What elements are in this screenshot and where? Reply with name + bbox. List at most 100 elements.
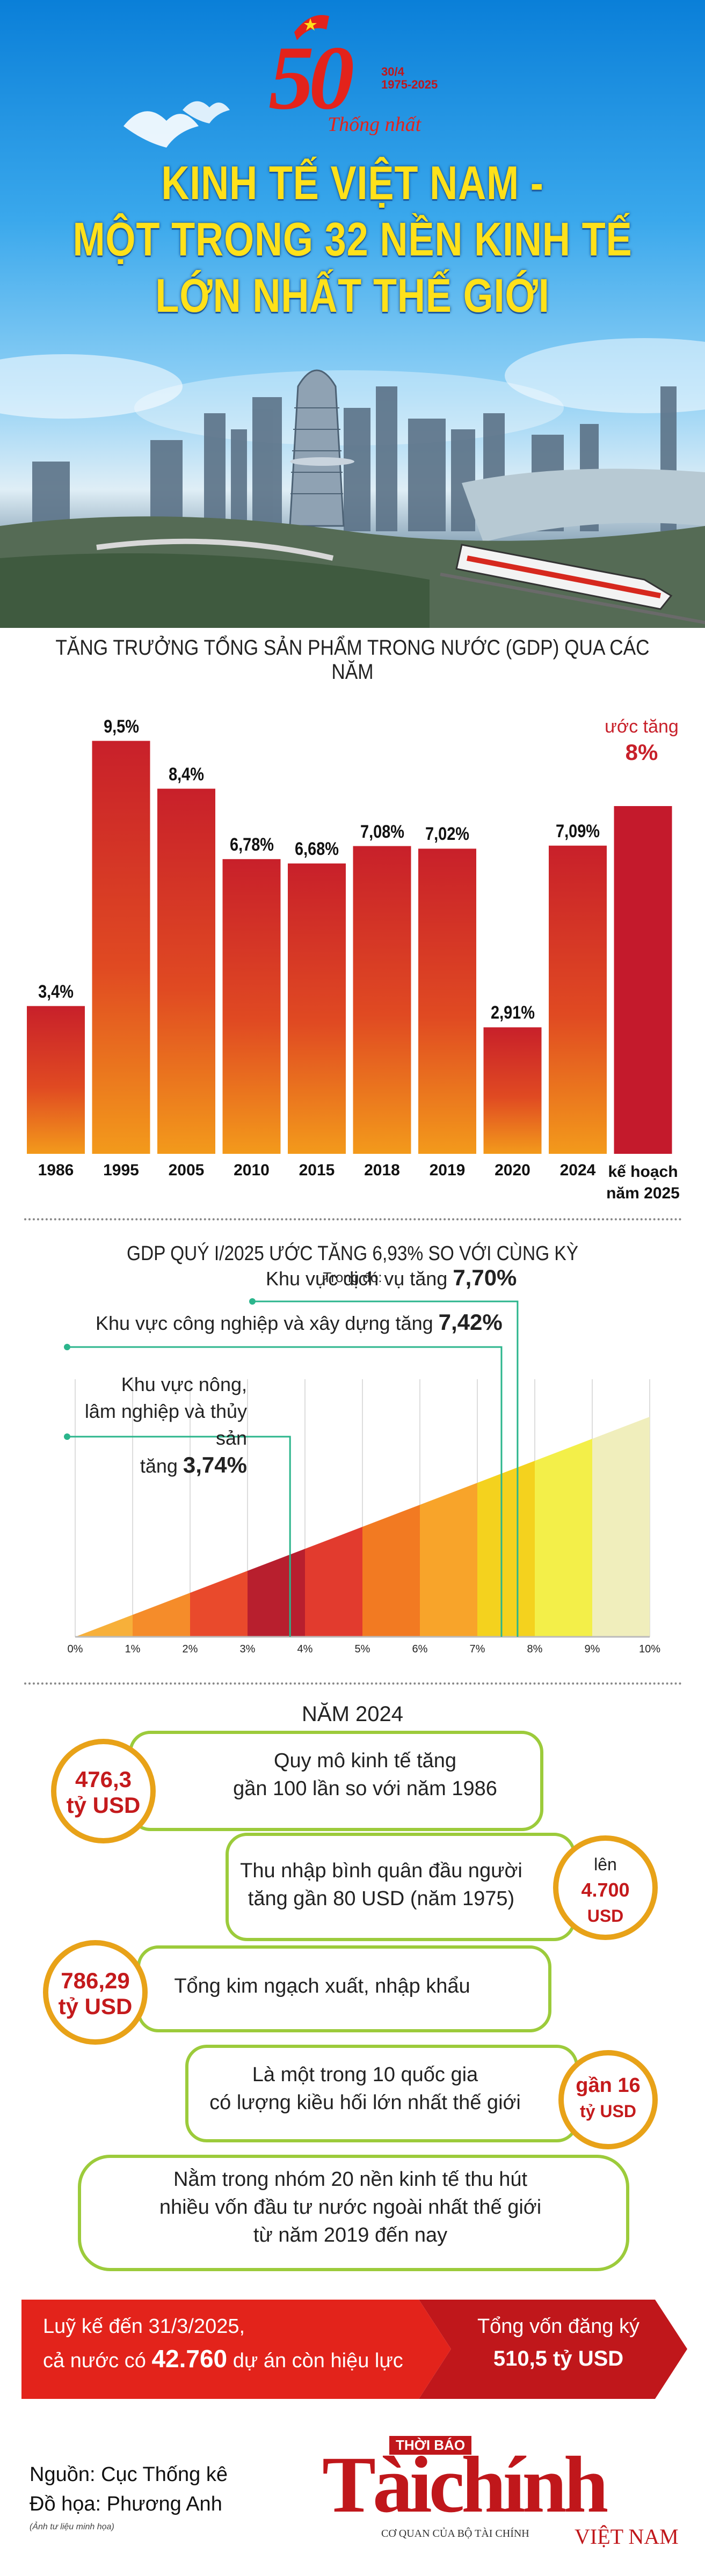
quarter-area-segment xyxy=(420,1483,477,1637)
quarter-area-chart xyxy=(64,1298,650,1638)
item4-badge xyxy=(558,2050,658,2149)
item1-text: Quy mô kinh tế tăng gần 100 lần so với n… xyxy=(233,1750,497,1800)
quarter-area-segment xyxy=(248,1549,305,1637)
item2-badge xyxy=(553,1835,658,1940)
anniversary-number: 50 xyxy=(268,27,354,128)
item2-text: Thu nhập bình quân đầu người tăng gần 80… xyxy=(240,1860,522,1910)
quarter-tick-label: 2% xyxy=(182,1643,198,1655)
quarter-tick-label: 0% xyxy=(67,1643,83,1655)
item1-panel xyxy=(129,1731,543,1831)
services-label: Khu vực dịch vụ tăng 7,70% xyxy=(266,1265,517,1290)
gdp-year-label: 1986 xyxy=(38,1161,74,1179)
item1-badge xyxy=(51,1739,156,1843)
gdp-value-label: 6,78% xyxy=(229,834,274,855)
dove-icon xyxy=(123,111,199,148)
annotation-dot xyxy=(249,1298,256,1305)
fdi-left-text: Luỹ kế đến 31/3/2025, cả nước có 42.760 … xyxy=(43,2315,403,2373)
gdp-value-label: 8,4% xyxy=(169,764,204,785)
quarter-tick-label: 8% xyxy=(527,1643,543,1655)
gdp-year-label: 2018 xyxy=(364,1161,400,1179)
year-2024-title: NĂM 2024 xyxy=(302,1702,403,1726)
gdp-year-label: 2015 xyxy=(299,1161,335,1179)
annotation-leader-line xyxy=(67,1346,503,1637)
brand-logo: THỜI BÁO Tàichính VIỆT NAM CƠ QUAN CỦA B… xyxy=(322,2436,679,2549)
quarter-area-segment xyxy=(190,1571,248,1637)
flag-star-icon xyxy=(294,15,329,40)
gdp-value-label: 7,09% xyxy=(556,821,600,841)
quarter-area-segment xyxy=(133,1593,190,1637)
gdp-bar-2005 xyxy=(157,788,215,1154)
target-note: ước tăng xyxy=(605,716,679,737)
item3-text: Tổng kim ngạch xuất, nhập khẩu xyxy=(174,1975,470,1997)
quarter-title: GDP QUÝ I/2025 ƯỚC TĂNG 6,93% SO VỚI CÙN… xyxy=(126,1242,579,1265)
gdp-bar-1986 xyxy=(27,1006,85,1154)
industry-label: Khu vực công nghiệp và xây dựng tăng 7,4… xyxy=(96,1309,503,1335)
dove-icon xyxy=(183,101,230,123)
quarter-area-segment xyxy=(535,1439,592,1637)
quarter-tick-label: 10% xyxy=(638,1643,661,1655)
gdp-value-label: 7,08% xyxy=(360,821,404,842)
anniversary-dates: 30/4 1975-2025 xyxy=(381,65,438,91)
quarter-tick-label: 3% xyxy=(239,1643,256,1655)
quarter-tick-label: 7% xyxy=(469,1643,485,1655)
quarter-area-segment xyxy=(592,1417,650,1637)
gdp-bar-chart xyxy=(27,741,672,1154)
gdp-chart-title: TĂNG TRƯỞNG TỔNG SẢN PHẨM TRONG NƯỚC (GD… xyxy=(55,636,650,684)
fdi-arrow-boxes xyxy=(21,2300,687,2399)
quarter-tick-label: 6% xyxy=(412,1643,428,1655)
divider xyxy=(24,1682,682,1685)
hero-banner: 50 30/4 1975-2025 Thống nhất KINH TẾ VIỆ… xyxy=(0,0,705,628)
item4-text: Là một trong 10 quốc gia có lượng kiều h… xyxy=(209,2063,521,2114)
annotation-leader-line xyxy=(67,1436,291,1637)
image-note: (Ảnh tư liệu minh họa) xyxy=(30,2522,114,2531)
item5-panel xyxy=(78,2155,629,2271)
gdp-bar-2015 xyxy=(288,863,346,1154)
gdp-value-label: 9,5% xyxy=(103,716,139,737)
gdp-year-label: 2010 xyxy=(234,1161,270,1179)
item3-badge-text: 786,29 tỷ USD xyxy=(58,1968,133,2019)
hero-background-art xyxy=(0,101,705,628)
quarter-tick-label: 4% xyxy=(297,1643,313,1655)
gdp-bar-2024 xyxy=(549,845,607,1154)
item2-panel xyxy=(226,1833,576,1941)
quarter-area-segment xyxy=(477,1461,535,1637)
item1-badge-text: 476,3 tỷ USD xyxy=(66,1767,141,1818)
fdi-right-text: Tổng vốn đăng ký 510,5 tỷ USD xyxy=(477,2315,640,2370)
source-text: Nguồn: Cục Thống kê xyxy=(30,2463,228,2486)
gdp-year-label: 2020 xyxy=(495,1161,530,1179)
quarter-tick-label: 9% xyxy=(584,1643,600,1655)
gdp-bar-2020 xyxy=(483,1027,542,1154)
gdp-value-label: 3,4% xyxy=(38,981,74,1002)
page-title-line-1: KINH TẾ VIỆT NAM - xyxy=(161,156,544,209)
page-title-line-3: LỚN NHẤT THẾ GIỚI xyxy=(155,269,550,322)
quarter-tick-label: 1% xyxy=(125,1643,141,1655)
item4-panel xyxy=(185,2045,578,2142)
annotation-dot xyxy=(64,1433,70,1440)
gdp-bar-2010 xyxy=(222,859,281,1154)
quarter-subtitle: Trong đó: xyxy=(323,1269,382,1285)
gdp-year-label: 1995 xyxy=(103,1161,139,1179)
anniversary-logo: 50 30/4 1975-2025 Thống nhất xyxy=(258,15,451,136)
annotation-leader-line xyxy=(252,1300,519,1637)
page-title-line-2: MỘT TRONG 32 NỀN KINH TẾ xyxy=(72,213,633,266)
gdp-year-label: kế hoạch năm 2025 xyxy=(606,1163,680,1202)
gdp-value-label: 7,02% xyxy=(425,824,469,845)
gdp-bar-kế-hoạch-năm-2025 xyxy=(614,806,672,1154)
gdp-year-label: 2024 xyxy=(559,1161,596,1179)
target-value: 8% xyxy=(625,740,658,765)
quarter-area-segment xyxy=(305,1527,362,1637)
gdp-year-label: 2019 xyxy=(429,1161,466,1179)
item3-badge xyxy=(43,1940,148,2045)
quarter-area-segment xyxy=(75,1615,133,1637)
gdp-bar-1995 xyxy=(92,741,150,1154)
graphics-credit: Đồ họa: Phương Anh xyxy=(30,2493,222,2515)
gdp-value-label: 6,68% xyxy=(295,838,339,859)
quarter-area-segment xyxy=(362,1505,420,1637)
item5-text: Nằm trong nhóm 20 nền kinh tế thu hút nh… xyxy=(159,2168,542,2246)
gdp-value-label: 2,91% xyxy=(490,1002,535,1023)
item2-badge-text: lên 4.700 USD xyxy=(581,1855,630,1926)
item4-badge-text: gần 16 tỷ USD xyxy=(576,2074,641,2121)
quarter-tick-label: 5% xyxy=(354,1643,370,1655)
annotation-dot xyxy=(64,1344,70,1350)
gdp-bar-2018 xyxy=(353,846,411,1154)
